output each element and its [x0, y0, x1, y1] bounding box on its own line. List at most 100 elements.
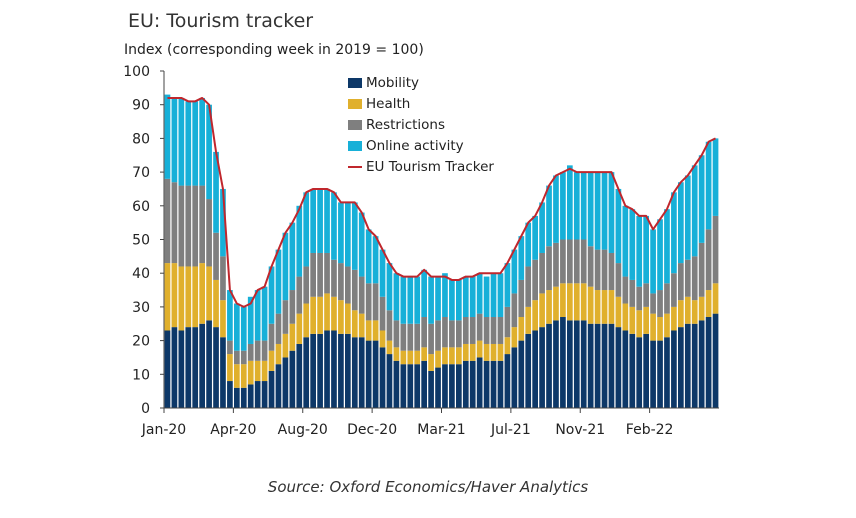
bar-health: [643, 306, 649, 334]
bar-online-activity: [199, 97, 205, 186]
bar-online-activity: [594, 172, 601, 250]
chart-title: EU: Tourism tracker: [128, 10, 314, 32]
bar-health: [567, 283, 573, 321]
bar-restrictions: [622, 276, 629, 304]
bar-online-activity: [164, 94, 171, 179]
bar-restrictions: [372, 283, 379, 321]
bar-restrictions: [296, 276, 303, 314]
bar-mobility: [275, 364, 282, 408]
legend-swatch-restrictions: [348, 119, 362, 130]
bar-online-activity: [296, 205, 303, 277]
bar-online-activity: [345, 202, 351, 267]
bar-mobility: [525, 333, 532, 408]
bar-mobility: [421, 360, 427, 408]
bar-health: [594, 290, 601, 324]
bar-health: [296, 313, 303, 344]
bar-online-activity: [560, 172, 566, 240]
bar-restrictions: [268, 323, 275, 351]
bar-online-activity: [289, 222, 296, 291]
bar-health: [456, 347, 462, 365]
bar-restrictions: [338, 263, 344, 301]
bar-online-activity: [435, 276, 441, 321]
bar-mobility: [317, 333, 323, 408]
bar-restrictions: [657, 290, 663, 318]
legend-swatch-online-activity: [348, 140, 362, 151]
bar-online-activity: [456, 279, 462, 321]
bar-mobility: [261, 381, 268, 408]
x-tick-label: Jul-21: [490, 422, 531, 438]
bar-health: [490, 343, 497, 361]
bar-mobility: [303, 337, 310, 408]
bar-health: [171, 263, 178, 328]
y-tick-label: 80: [132, 131, 150, 147]
bar-mobility: [247, 384, 254, 408]
bar-restrictions: [310, 252, 316, 297]
bar-restrictions: [594, 249, 601, 291]
bar-mobility: [365, 340, 372, 408]
bar-restrictions: [684, 259, 691, 297]
bar-online-activity: [338, 202, 344, 264]
bar-online-activity: [511, 249, 518, 294]
bar-health: [365, 320, 372, 341]
y-tick-label: 20: [132, 334, 150, 350]
legend-line-tracker: [348, 165, 362, 168]
bar-health: [220, 300, 226, 338]
bar-mobility: [358, 337, 365, 408]
bar-online-activity: [601, 172, 608, 250]
bar-mobility: [268, 370, 275, 408]
x-tick-label: Nov-21: [555, 422, 605, 438]
bar-mobility: [539, 327, 545, 408]
bar-health: [532, 300, 538, 331]
legend-label-restrictions: Restrictions: [366, 116, 446, 133]
bar-online-activity: [546, 185, 552, 247]
bar-online-activity: [400, 276, 407, 324]
bar-health: [317, 296, 323, 334]
bar-online-activity: [372, 236, 379, 284]
bar-online-activity: [247, 296, 254, 344]
bar-health: [400, 350, 407, 365]
bar-health: [372, 320, 379, 341]
bar-mobility: [206, 320, 212, 408]
bar-restrictions: [414, 323, 421, 351]
bar-online-activity: [310, 188, 316, 253]
bar-mobility: [553, 320, 559, 408]
bar-online-activity: [671, 192, 677, 274]
bar-mobility: [386, 354, 393, 408]
legend-label-mobility: Mobility: [366, 75, 420, 92]
bar-health: [712, 283, 719, 314]
y-tick-label: 40: [132, 266, 150, 282]
bar-online-activity: [691, 165, 698, 257]
bar-health: [275, 343, 282, 365]
bar-mobility: [567, 320, 573, 408]
legend-label-tracker: EU Tourism Tracker: [366, 158, 494, 175]
bar-restrictions: [227, 340, 233, 355]
y-tick-label: 10: [132, 367, 150, 383]
bar-restrictions: [289, 290, 296, 324]
bar-mobility: [546, 323, 552, 408]
bar-restrictions: [671, 273, 677, 307]
bar-health: [497, 343, 504, 361]
bar-online-activity: [171, 97, 178, 183]
bar-restrictions: [608, 252, 615, 291]
bar-mobility: [310, 333, 316, 408]
bar-restrictions: [351, 269, 358, 311]
bar-health: [435, 350, 441, 368]
bar-restrictions: [601, 249, 608, 291]
bar-online-activity: [497, 273, 504, 318]
bar-restrictions: [192, 185, 199, 267]
bar-online-activity: [573, 172, 580, 240]
bar-restrictions: [636, 286, 643, 311]
bar-health: [573, 283, 580, 321]
bar-health: [386, 340, 393, 355]
bar-mobility: [560, 317, 566, 408]
bar-restrictions: [483, 317, 490, 344]
bar-online-activity: [254, 290, 261, 341]
bar-health: [539, 293, 545, 328]
bar-mobility: [296, 343, 303, 408]
bar-online-activity: [393, 273, 400, 321]
bar-online-activity: [220, 188, 226, 257]
bar-mobility: [164, 330, 171, 408]
tracker-line: [167, 96, 716, 308]
bar-mobility: [435, 367, 441, 408]
